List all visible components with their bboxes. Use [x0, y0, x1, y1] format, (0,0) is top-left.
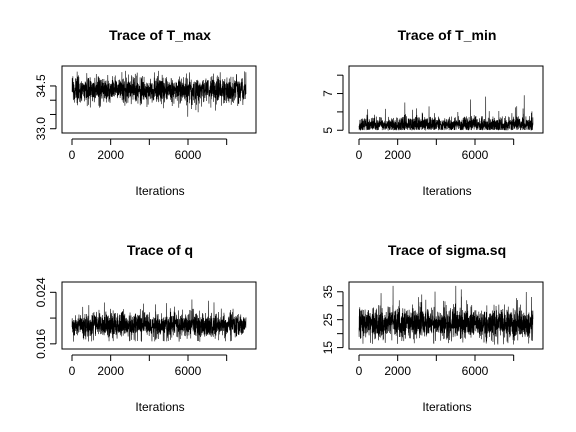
- y-tick-label: 0.024: [34, 277, 48, 307]
- x-axis: 0 2000 6000: [69, 354, 228, 378]
- trace-line: [358, 285, 534, 345]
- x-tick-label: 0: [69, 148, 76, 162]
- panel-q: Trace of q 0 2000 6000 0.016 0.024 Iteratio…: [34, 242, 257, 414]
- y-axis: 33.0 34.5: [34, 74, 57, 141]
- y-tick-label: 15: [321, 341, 335, 355]
- y-axis: 57: [321, 74, 344, 134]
- x-axis-label: Iterations: [135, 184, 184, 198]
- x-tick-label: 0: [356, 148, 363, 162]
- plot-frame: [61, 281, 257, 350]
- plot-frame: [348, 65, 544, 134]
- chart-title: Trace of q: [127, 242, 193, 258]
- x-axis: 0 2000 6000: [356, 138, 515, 162]
- x-axis-label: Iterations: [422, 184, 471, 198]
- x-tick-label: 6000: [175, 364, 202, 378]
- x-tick-label: 2000: [97, 364, 124, 378]
- plot-frame: [348, 281, 544, 350]
- panel-t-max: Trace of T_max 0 2000 6000 33.0 34.5 Iterat…: [34, 27, 257, 198]
- x-tick-label: 2000: [97, 148, 124, 162]
- x-tick-label: 2000: [384, 364, 411, 378]
- panel-t-min: Trace of T_min 0 2000 6000 57 Iterations: [321, 27, 544, 198]
- y-tick-label: 34.5: [34, 74, 48, 98]
- y-tick-label: 0.016: [34, 329, 48, 359]
- y-tick-label: 35: [321, 285, 335, 299]
- panel-sigma-sq: Trace of sigma.sq 0 2000 6000 15 25 35 Itera…: [321, 242, 544, 414]
- x-tick-label: 0: [356, 364, 363, 378]
- plot-frame: [61, 65, 257, 134]
- x-axis: 0 2000 6000: [69, 138, 228, 162]
- y-tick-label: 33.0: [34, 117, 48, 141]
- x-tick-label: 6000: [462, 364, 489, 378]
- y-axis: 15 25 35: [321, 285, 344, 355]
- y-tick-label: 5: [321, 127, 335, 134]
- y-axis: 0.016 0.024: [34, 277, 57, 359]
- x-tick-label: 2000: [384, 148, 411, 162]
- x-tick-label: 0: [69, 364, 76, 378]
- x-axis-label: Iterations: [135, 400, 184, 414]
- y-tick-label: 25: [321, 313, 335, 327]
- trace-line: [358, 95, 534, 131]
- x-tick-label: 6000: [175, 148, 202, 162]
- chart-title: Trace of sigma.sq: [388, 242, 506, 258]
- chart-title: Trace of T_max: [109, 27, 211, 43]
- x-axis: 0 2000 6000: [356, 354, 515, 378]
- x-axis-label: Iterations: [422, 400, 471, 414]
- chart-title: Trace of T_min: [398, 27, 497, 43]
- x-tick-label: 6000: [462, 148, 489, 162]
- y-tick-label: 7: [321, 90, 335, 97]
- trace-line: [71, 299, 247, 342]
- trace-line: [71, 70, 247, 117]
